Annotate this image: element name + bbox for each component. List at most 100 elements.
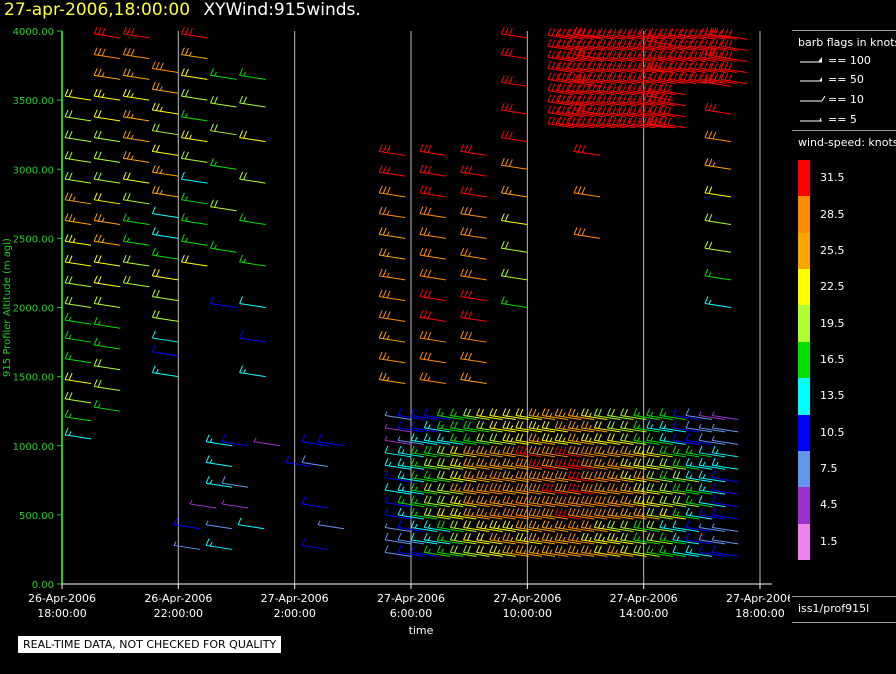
barb-flag xyxy=(549,509,554,517)
barb-flag xyxy=(633,532,638,541)
wind-barb xyxy=(410,408,438,420)
barb-flag xyxy=(64,234,69,242)
barb-flag xyxy=(588,50,593,58)
barb-flag xyxy=(581,117,586,125)
barb-half-flag xyxy=(601,487,605,492)
barb-flag xyxy=(622,95,627,103)
barb-flag xyxy=(571,50,576,59)
x-tick-label-time: 10:00:00 xyxy=(503,607,552,620)
barb-half-flag xyxy=(628,511,632,517)
barb-flag xyxy=(602,61,607,70)
barb-flag xyxy=(659,28,664,36)
barb-flag xyxy=(126,68,131,77)
barb-flag xyxy=(558,421,563,429)
barb-shaft xyxy=(239,102,266,108)
barb-flag xyxy=(436,507,441,516)
wind-barb xyxy=(528,507,556,520)
wind-barb xyxy=(580,507,608,520)
wind-barb xyxy=(577,72,605,85)
barb-flag xyxy=(555,106,560,115)
wind-barb xyxy=(301,496,329,509)
barb-flag xyxy=(541,458,546,466)
barb-flag xyxy=(602,95,607,103)
barb-shaft xyxy=(555,514,582,520)
barb-flag xyxy=(608,83,613,91)
barb-shaft xyxy=(206,461,233,467)
barb-shaft xyxy=(672,489,700,495)
wind-barb xyxy=(528,420,556,433)
barb-shaft xyxy=(594,526,621,532)
barb-flag xyxy=(561,117,566,125)
barb-flag xyxy=(592,39,597,48)
barb-shaft xyxy=(181,157,208,163)
barb-flag xyxy=(602,117,607,125)
barb-flag xyxy=(382,186,387,194)
barb-half-flag xyxy=(468,376,472,381)
barb-shaft xyxy=(94,220,121,226)
barb-flag xyxy=(397,532,402,541)
barb-shaft xyxy=(672,502,700,508)
barb-shaft xyxy=(555,439,582,445)
barb-shaft xyxy=(568,539,595,545)
barb-flag xyxy=(554,420,559,429)
speed-label: 25.5 xyxy=(820,243,845,257)
barb-flag xyxy=(93,399,98,408)
wind-barb xyxy=(180,47,208,60)
wind-barb xyxy=(580,445,608,458)
barb-shaft xyxy=(181,95,208,101)
barb-flag xyxy=(221,434,226,442)
barb-half-flag xyxy=(628,449,632,455)
wind-barb xyxy=(607,433,634,445)
barb-flag xyxy=(64,192,69,201)
barb-flag xyxy=(476,408,481,416)
barb-flag xyxy=(427,207,432,216)
barb-flag xyxy=(618,116,623,124)
barb-flag xyxy=(698,495,703,503)
barb-flag xyxy=(588,83,593,91)
barb-flag xyxy=(463,532,467,541)
barb-flag xyxy=(151,227,156,235)
barb-half-flag xyxy=(536,536,540,542)
barb-flag xyxy=(427,495,432,504)
barb-half-flag xyxy=(689,498,693,504)
wind-barb xyxy=(180,109,208,122)
barb-flag xyxy=(419,164,424,173)
barb-shaft xyxy=(672,414,700,420)
barb-flag xyxy=(64,351,69,359)
wind-barb xyxy=(593,470,621,483)
barb-half-flag xyxy=(497,536,501,542)
barb-shaft xyxy=(239,261,266,267)
wind-barb xyxy=(649,94,676,107)
barb-flag xyxy=(704,75,709,83)
barb-flag xyxy=(708,158,713,167)
barb-flag xyxy=(480,446,485,454)
barb-flag xyxy=(639,94,643,102)
wind-barb xyxy=(618,61,646,73)
barb-shaft xyxy=(555,414,582,420)
barb-half-flag xyxy=(68,431,72,436)
barb-flag xyxy=(724,61,729,70)
barb-flag xyxy=(410,545,415,553)
barb-flag xyxy=(602,50,607,59)
barb-flag xyxy=(545,495,550,504)
wind-barb xyxy=(151,82,179,94)
barb-flag xyxy=(687,62,692,70)
barb-half-flag xyxy=(715,449,719,454)
barb-flag xyxy=(551,117,556,125)
wind-barb xyxy=(607,420,634,433)
barb-flag xyxy=(711,507,716,516)
barb-shaft xyxy=(646,414,673,420)
barb-shaft xyxy=(515,439,542,445)
barb-flag xyxy=(646,520,651,528)
wind-barb xyxy=(449,495,477,508)
barb-half-flag xyxy=(497,524,501,529)
barb-shaft xyxy=(450,489,477,495)
wind-barb xyxy=(528,482,556,495)
barb-flag xyxy=(476,520,481,528)
barb-flag xyxy=(378,247,383,256)
barb-flag xyxy=(597,433,602,442)
barb-flag xyxy=(184,89,189,97)
barb-flag xyxy=(646,445,651,454)
barb-flag xyxy=(598,105,603,113)
barb-flag xyxy=(637,471,642,479)
